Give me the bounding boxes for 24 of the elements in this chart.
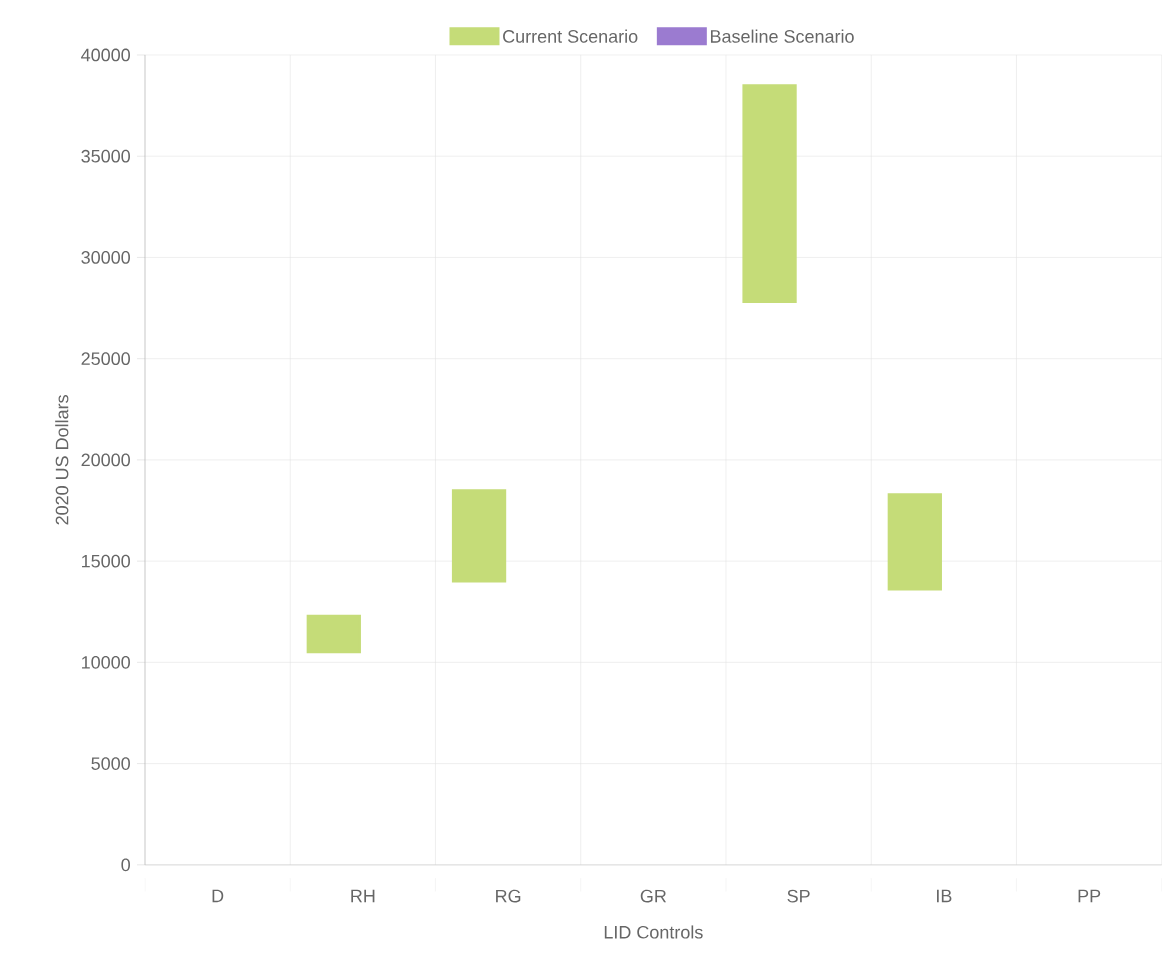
x-tick-label: RG bbox=[496, 889, 521, 903]
bar bbox=[306, 614, 361, 654]
x-tick-label: RH bbox=[351, 889, 375, 903]
legend-label: Baseline Scenario bbox=[710, 29, 854, 43]
y-tick-label: 25000 bbox=[81, 352, 130, 366]
y-tick-label: 30000 bbox=[81, 251, 130, 264]
x-tick-label: SP bbox=[787, 889, 810, 903]
bar bbox=[742, 84, 797, 304]
x-tick-label: GR bbox=[640, 889, 667, 903]
bar bbox=[451, 489, 507, 583]
x-tick-label: D bbox=[212, 889, 224, 903]
y-tick-label: 5000 bbox=[91, 757, 130, 771]
y-tick-label: 10000 bbox=[82, 656, 130, 669]
x-tick-label: PP bbox=[1078, 889, 1101, 903]
bar bbox=[887, 493, 942, 591]
legend-label: Current Scenario bbox=[503, 29, 638, 43]
x-tick-label: IB bbox=[937, 889, 952, 903]
y-tick-label: 15000 bbox=[82, 554, 130, 568]
y-tick-label: 35000 bbox=[81, 149, 130, 163]
y-tick-label: 20000 bbox=[81, 453, 130, 467]
y-tick-label: 40000 bbox=[81, 48, 130, 62]
x-axis-title: LID Controls bbox=[604, 925, 703, 939]
y-tick-label: 0 bbox=[121, 858, 130, 872]
y-axis-title: 2020 US Dollars bbox=[55, 395, 69, 525]
